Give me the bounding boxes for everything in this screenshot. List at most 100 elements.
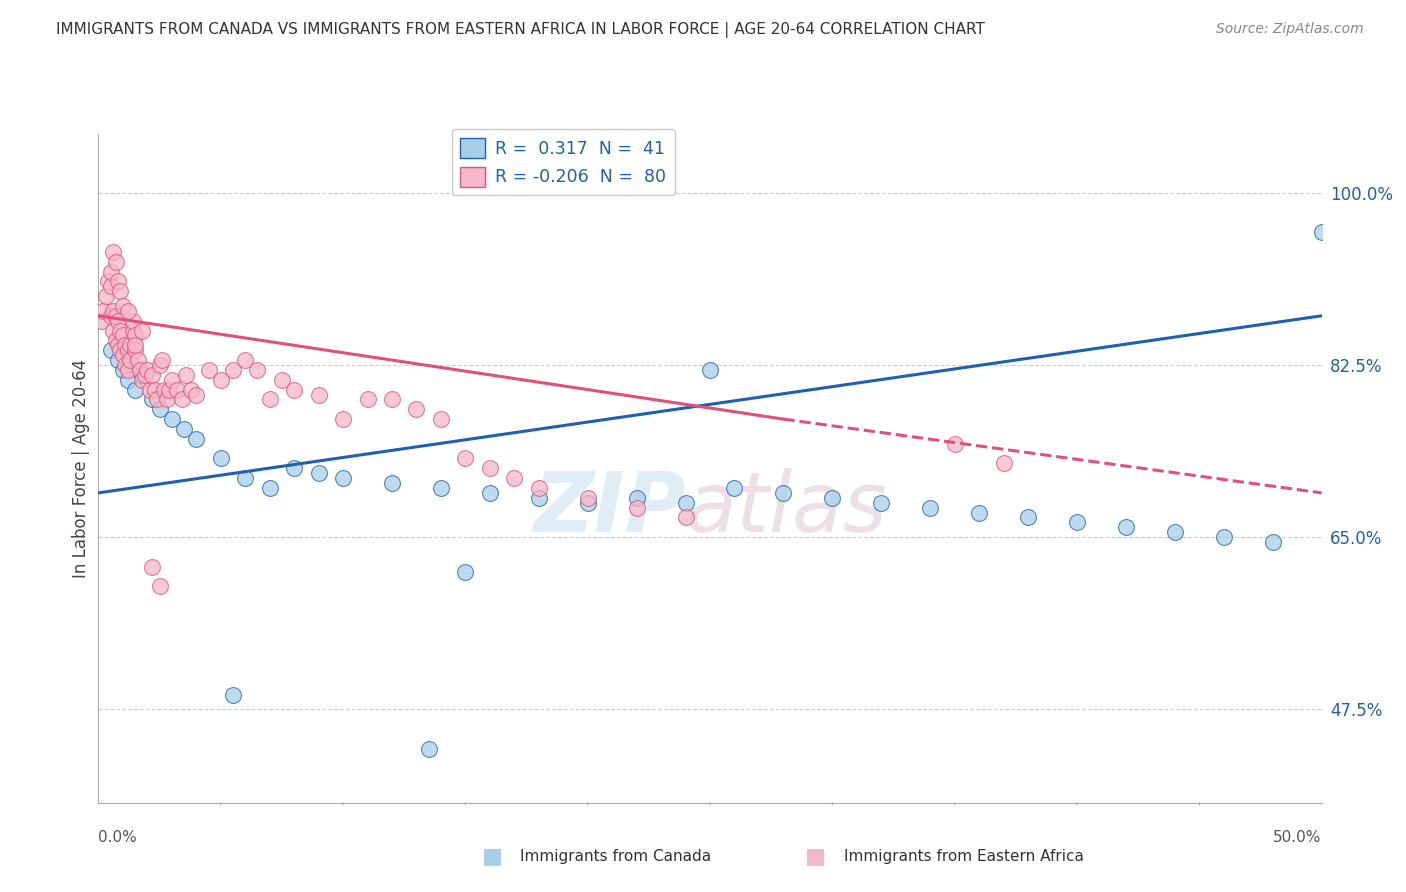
Point (186, 432, 208, 446)
Point (139, 383, 162, 397)
Point (478, 486, 501, 500)
Point (94, 289, 117, 303)
Point (993, 456, 1015, 470)
Point (626, 491, 648, 505)
Point (967, 506, 990, 520)
Point (104, 309, 127, 323)
Point (107, 314, 129, 328)
Point (166, 383, 188, 397)
Point (405, 402, 427, 417)
Point (675, 496, 697, 510)
Point (124, 338, 146, 352)
Point (283, 383, 305, 397)
Text: Source: ZipAtlas.com: Source: ZipAtlas.com (1216, 22, 1364, 37)
Point (141, 559, 163, 574)
Point (90, 314, 112, 328)
Point (920, 500, 942, 515)
Point (117, 373, 139, 387)
Point (160, 373, 183, 387)
Point (129, 363, 152, 377)
Point (503, 471, 526, 485)
Point (111, 363, 134, 377)
Text: ■: ■ (482, 847, 502, 866)
Point (100, 343, 122, 358)
Point (1164, 525, 1187, 540)
Point (454, 565, 477, 579)
Point (197, 363, 219, 377)
Point (430, 412, 453, 426)
Point (1310, 225, 1333, 239)
Point (418, 741, 440, 756)
Text: Immigrants from Eastern Africa: Immigrants from Eastern Africa (844, 849, 1084, 863)
Point (120, 353, 142, 368)
Point (143, 383, 166, 397)
Point (124, 328, 146, 343)
Point (100, 279, 122, 293)
Point (527, 491, 550, 505)
Point (356, 392, 378, 407)
Point (870, 496, 893, 510)
Point (91, 304, 114, 318)
Point (110, 343, 132, 358)
Point (160, 412, 183, 426)
Point (131, 324, 153, 338)
Point (626, 500, 648, 515)
Point (101, 304, 124, 318)
Point (209, 373, 232, 387)
Point (772, 486, 794, 500)
Point (100, 309, 122, 323)
Point (332, 471, 354, 485)
Point (134, 368, 156, 382)
Point (117, 343, 139, 358)
Point (259, 481, 281, 495)
Point (246, 363, 269, 377)
Point (141, 392, 163, 407)
Point (1115, 520, 1137, 534)
Point (101, 244, 124, 259)
Point (136, 363, 159, 377)
Point (117, 304, 139, 318)
Point (101, 324, 124, 338)
Point (209, 451, 232, 466)
Point (149, 579, 172, 593)
Point (576, 491, 599, 505)
Point (150, 353, 173, 368)
Text: 0.0%: 0.0% (98, 830, 138, 845)
Point (176, 368, 198, 382)
Y-axis label: In Labor Force | Age 20-64: In Labor Force | Age 20-64 (72, 359, 90, 578)
Point (107, 338, 129, 352)
Point (157, 383, 180, 397)
Point (120, 338, 142, 352)
Point (283, 461, 305, 475)
Point (454, 451, 477, 466)
Point (259, 392, 281, 407)
Point (1017, 510, 1039, 524)
Point (153, 383, 176, 397)
Text: ■: ■ (806, 847, 825, 866)
Point (131, 373, 153, 387)
Point (97, 274, 120, 288)
Point (381, 476, 404, 491)
Text: ZIP: ZIP (533, 468, 686, 549)
Point (107, 353, 129, 368)
Point (107, 274, 129, 288)
Point (1212, 530, 1234, 544)
Point (114, 338, 136, 352)
Point (146, 392, 169, 407)
Point (111, 299, 134, 313)
Point (943, 436, 966, 450)
Point (1066, 516, 1088, 530)
Legend: R =  0.317  N =  41, R = -0.206  N =  80: R = 0.317 N = 41, R = -0.206 N = 80 (451, 129, 675, 195)
Point (156, 392, 179, 407)
Point (186, 387, 208, 401)
Point (170, 392, 193, 407)
Point (180, 383, 202, 397)
Point (173, 422, 195, 436)
Text: atlas: atlas (686, 468, 887, 549)
Point (308, 387, 330, 401)
Text: 50.0%: 50.0% (1274, 830, 1322, 845)
Point (149, 402, 172, 417)
Point (124, 383, 146, 397)
Point (104, 254, 127, 268)
Point (430, 481, 453, 495)
